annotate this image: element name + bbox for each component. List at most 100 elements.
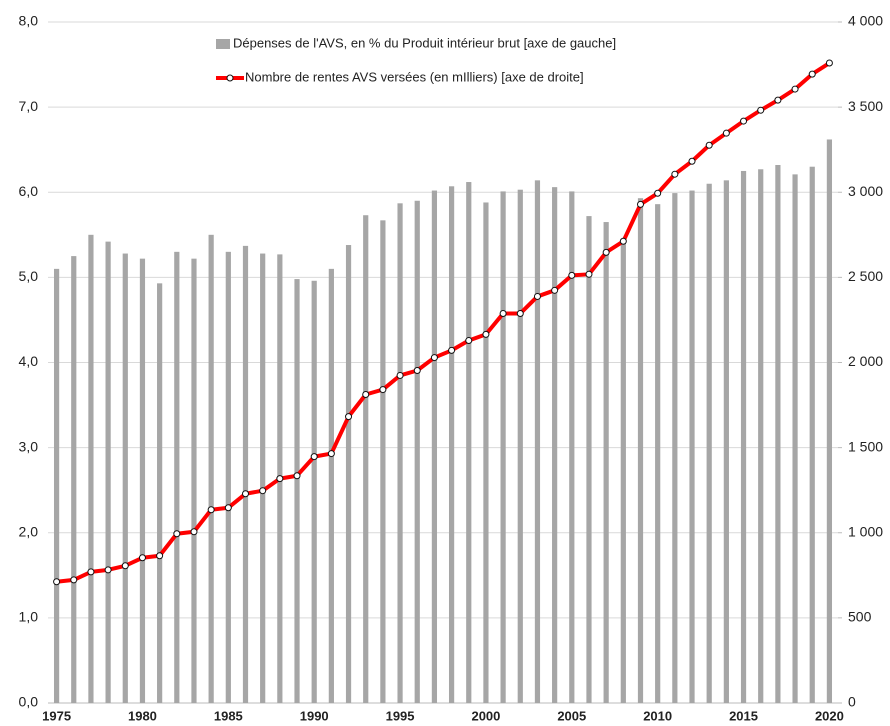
y-tick-label: 1,0 — [19, 609, 39, 625]
bar — [363, 215, 369, 703]
x-tick-label: 2000 — [471, 708, 500, 723]
line-marker — [671, 170, 679, 178]
bar — [826, 139, 833, 703]
x-tick-label: 2005 — [557, 708, 586, 723]
y-tick-label: 8,0 — [19, 13, 39, 29]
bar — [448, 186, 455, 703]
line-marker — [448, 346, 456, 354]
line-marker — [53, 578, 61, 586]
line-marker — [87, 568, 95, 576]
bar — [122, 253, 128, 704]
bar — [380, 220, 386, 703]
bar — [569, 191, 575, 703]
bar — [689, 190, 695, 704]
y-tick-label: 0,0 — [19, 694, 39, 710]
line-marker — [568, 271, 576, 279]
x-tick-label: 2020 — [815, 708, 844, 723]
y2-tick-label: 2 000 — [848, 353, 883, 369]
bar — [242, 245, 249, 703]
bar — [53, 268, 60, 703]
bar — [71, 256, 77, 703]
line-marker — [637, 200, 644, 208]
legend-swatch — [216, 39, 230, 49]
line-marker — [259, 487, 267, 495]
y-tick-label: 2,0 — [19, 523, 39, 539]
line-marker — [499, 309, 507, 317]
x-tick-label: 1975 — [42, 708, 71, 723]
line-marker — [396, 371, 404, 379]
line-marker — [242, 490, 249, 498]
legend-label: Dépenses de l'AVS, en % du Produit intér… — [233, 35, 616, 50]
bar — [105, 241, 111, 703]
bar — [552, 187, 558, 703]
line-marker — [413, 367, 421, 375]
bar — [225, 251, 231, 703]
line-marker — [825, 59, 833, 67]
bar — [260, 253, 266, 704]
line-marker — [585, 270, 593, 278]
y-tick-label: 7,0 — [19, 98, 39, 114]
bar — [637, 198, 644, 704]
y-tick-label: 4,0 — [19, 353, 39, 369]
line-marker — [654, 189, 662, 197]
line-marker — [173, 530, 181, 538]
line-marker — [362, 391, 370, 399]
y2-tick-label: 2 500 — [848, 268, 883, 284]
bar — [586, 216, 592, 703]
bar — [328, 268, 334, 703]
bar — [483, 202, 489, 703]
line-marker — [722, 129, 730, 137]
legend-marker — [226, 74, 234, 82]
bar — [672, 193, 678, 703]
line-marker — [70, 576, 78, 584]
line-marker — [465, 337, 473, 345]
line-marker — [482, 330, 490, 338]
line-marker — [430, 354, 438, 362]
bar — [517, 189, 523, 704]
bar — [431, 190, 438, 704]
line-marker — [121, 562, 129, 570]
line-marker — [619, 237, 627, 245]
line-marker — [688, 157, 696, 165]
bar — [603, 222, 609, 703]
bar — [534, 180, 541, 703]
bar — [397, 203, 403, 703]
line-marker — [516, 309, 524, 317]
bar — [311, 280, 317, 703]
y-tick-label: 5,0 — [19, 268, 39, 284]
y2-tick-label: 4 000 — [848, 13, 883, 29]
bar — [500, 191, 506, 703]
bar — [740, 170, 747, 703]
line-marker — [190, 528, 198, 536]
bar — [620, 239, 626, 703]
bar — [139, 258, 146, 703]
bar — [706, 183, 712, 704]
line-marker — [533, 292, 541, 300]
x-tick-label: 1985 — [214, 708, 243, 723]
line-marker — [740, 117, 748, 125]
bar — [809, 166, 815, 703]
x-tick-label: 2015 — [729, 708, 758, 723]
y2-tick-label: 1 500 — [848, 438, 883, 454]
line-marker — [791, 85, 799, 93]
x-tick-label: 1990 — [300, 708, 329, 723]
bar — [191, 258, 197, 703]
bar — [466, 182, 472, 703]
line-marker — [138, 554, 146, 562]
line-marker — [551, 286, 559, 294]
bar — [655, 204, 661, 704]
x-tick-label: 1995 — [386, 708, 415, 723]
bar — [792, 174, 798, 703]
line-series — [56, 61, 831, 584]
line-marker — [345, 413, 353, 421]
y2-tick-label: 3 000 — [848, 183, 883, 199]
legend-label: Nombre de rentes AVS versées (en mIllier… — [245, 69, 584, 84]
legend: Dépenses de l'AVS, en % du Produit intér… — [216, 35, 616, 84]
bar — [758, 169, 764, 704]
line-marker — [224, 504, 232, 512]
bar — [208, 234, 214, 703]
line-marker — [156, 552, 164, 560]
line-marker — [379, 386, 387, 394]
